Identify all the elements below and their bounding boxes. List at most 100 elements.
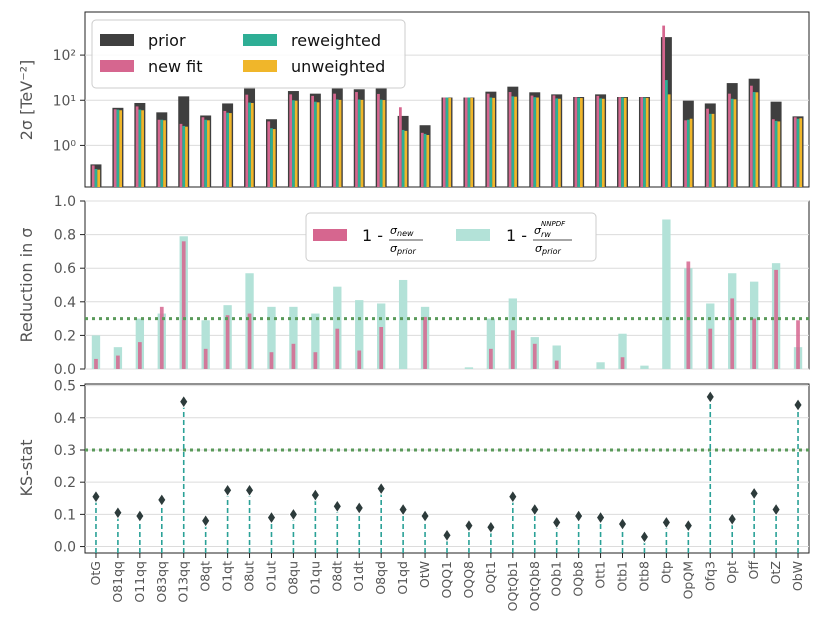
legend-frame (91, 19, 406, 89)
bar-new-reduction-otz (774, 269, 778, 369)
bar-new-reduction-opqm (686, 261, 691, 369)
legend-frac-nn-num: σ (534, 224, 542, 237)
bar-unweighted-o8dt (338, 99, 342, 187)
bar-new-reduction-ofq3 (708, 328, 713, 369)
bar-reweighted-otw (423, 133, 427, 187)
x-tick-label-otg: OtG (88, 561, 103, 585)
bar-nnpdf-reduction-otb8 (640, 365, 649, 369)
ks-marker-otb1 (618, 517, 627, 531)
x-tick-label-ott1: Ott1 (593, 561, 608, 589)
ks-marker-o13qq (179, 394, 189, 409)
bar-reweighted-opqm (686, 119, 690, 187)
bar-new-fit-oqq1 (442, 97, 446, 187)
bar-new-fit-oqtqb8 (530, 95, 534, 187)
legend-swatch-nnpdf-reduction (456, 229, 490, 241)
ks-marker-otw (420, 509, 430, 523)
bar-reweighted-o1qu (313, 101, 317, 187)
ks-marker-o1dt (354, 501, 364, 515)
bar-nnpdf-reduction-o8qu (289, 306, 298, 369)
x-tick-label-opqm: OpQM (680, 561, 695, 599)
bar-new-fit-o11qq (135, 106, 139, 187)
bar-unweighted-o1ut (272, 129, 276, 187)
bar-new-fit-otz (771, 119, 775, 187)
x-tick-label-o1qd: O1qd (395, 561, 410, 595)
bar-new-reduction-otw (423, 316, 427, 369)
x-tick-label-o81qq: O81qq (110, 561, 125, 603)
legend-frac-nn-den-sub: prior (541, 247, 561, 256)
ks-plot-frame (84, 383, 810, 554)
bar-unweighted-o1qd (404, 130, 408, 187)
ks-marker-o8qt (201, 514, 211, 528)
bar-new-reduction-oqtqb1 (510, 330, 515, 369)
bar-unweighted-off (755, 92, 759, 187)
bar-unweighted-o13qq (185, 126, 188, 187)
bar-new-fit-otb1 (618, 97, 622, 187)
legend-label-nnpdf-reduction: 1 - (506, 226, 527, 245)
bar-new-fit-off (750, 85, 753, 187)
x-tick-label-o8qt: O8qt (198, 561, 213, 592)
bar-unweighted-o11qq (141, 110, 144, 187)
bar-reweighted-obw (796, 118, 800, 187)
bar-new-fit-o1qu (311, 95, 314, 187)
bar-unweighted-ofq3 (711, 113, 715, 187)
ks-marker-oqt1 (486, 520, 496, 534)
bar-reweighted-ofq3 (708, 113, 712, 187)
bar-new-reduction-o1dt (357, 350, 362, 369)
reduction-panel: 0.0 0.2 0.4 0.6 0.8 1.0 Reduction in σ 1 - σ … (17, 194, 810, 378)
ks-marker-o83qq (157, 493, 167, 507)
legend-label-unweighted: unweighted (291, 57, 385, 76)
bar-reweighted-o8dt (335, 99, 339, 187)
bar-reweighted-otb8 (643, 97, 646, 187)
x-tick-label-o8qd: O8qd (373, 561, 388, 595)
bar-new-reduction-o83qq (159, 306, 164, 369)
bar-new-fit-otw (420, 132, 424, 187)
bar-new-reduction-o8qd (379, 327, 384, 369)
ks-marker-oqb8 (574, 509, 584, 523)
ks-stems (91, 390, 803, 553)
bar-nnpdf-reduction-otb1 (618, 333, 627, 369)
x-tick-label-oqq1: OQQ1 (439, 561, 454, 598)
cross-section-y-label: 2σ [TeV⁻²] (17, 60, 36, 141)
bar-new-reduction-o8qu (291, 343, 296, 369)
y-tick-label: 10² (53, 48, 76, 64)
bar-nnpdf-reduction-oqq8 (464, 367, 474, 369)
bar-new-reduction-o8qt (203, 348, 208, 369)
ks-marker-o8qd (376, 481, 386, 496)
y-tick-label: 0.4 (54, 295, 76, 311)
bar-unweighted-otp (667, 94, 671, 187)
bar-unweighted-obw (799, 118, 803, 187)
x-tick-label-oqt1: OQt1 (483, 561, 498, 594)
bar-new-reduction-oqtqb8 (532, 343, 537, 369)
legend-frac-nn-num-sub: rw (541, 230, 551, 239)
ks-marker-otz (771, 502, 781, 517)
bar-reweighted-otz (774, 120, 778, 187)
bar-unweighted-o1dt (360, 99, 364, 187)
y-tick-label: 10¹ (53, 93, 76, 109)
cross-section-y-ticks: 10⁰ 10¹ 10² (53, 48, 85, 154)
ks-marker-o1qd (398, 502, 408, 517)
legend-frac-nn-num-sup: NNPDF (541, 220, 566, 228)
x-tick-label-o1dt: O1dt (351, 561, 366, 592)
bar-new-reduction-o1ut (269, 352, 274, 369)
y-tick-label: 0.5 (54, 379, 76, 395)
bar-reweighted-o8qd (379, 99, 383, 187)
bar-nnpdf-reduction-o1qu (311, 313, 320, 369)
bar-new-fit-opt (728, 93, 731, 187)
bar-reweighted-o83qq (160, 119, 164, 187)
ks-marker-oqq1 (442, 528, 452, 543)
legend-swatch-unweighted (243, 60, 277, 72)
ks-marker-o1ut (267, 510, 276, 525)
ks-marker-o11qq (135, 509, 145, 523)
bar-new-fit-oqb1 (552, 95, 556, 187)
bar-unweighted-o1qu (316, 102, 320, 187)
ks-marker-o81qq (113, 506, 123, 520)
bar-unweighted-o8qd (382, 100, 386, 187)
ks-y-ticks: 0.0 0.1 0.2 0.3 0.4 0.5 (54, 379, 85, 556)
ks-marker-o1qt (223, 483, 233, 497)
ks-marker-ofq3 (705, 390, 715, 404)
bar-nnpdf-reduction-o8dt (333, 286, 342, 369)
bar-reweighted-o8qu (292, 100, 295, 187)
bar-new-reduction-oqb1 (554, 360, 559, 369)
y-tick-label: 0.8 (54, 228, 76, 244)
bar-new-reduction-otb1 (620, 357, 625, 369)
